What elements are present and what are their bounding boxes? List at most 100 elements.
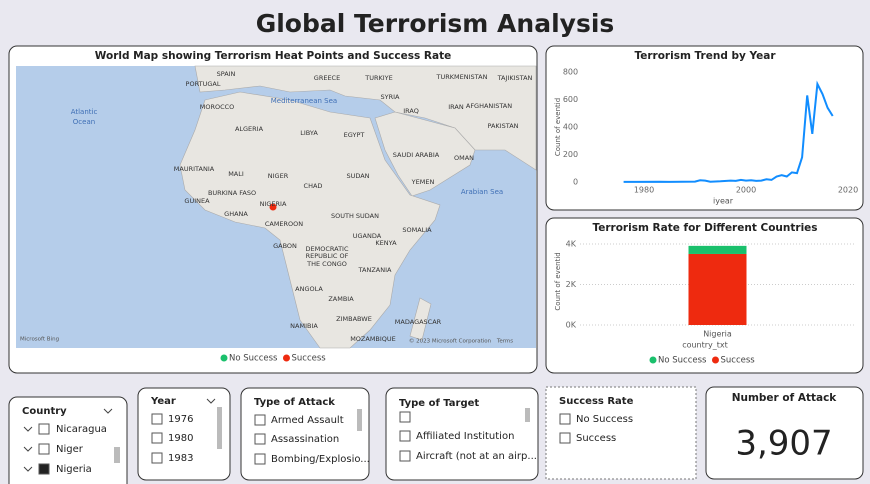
expand-chevron[interactable]: [23, 426, 33, 432]
map-label: KENYA: [375, 239, 397, 247]
slicer-title: Year: [150, 396, 176, 407]
map-label: GUINEA: [184, 197, 210, 205]
slicer-item[interactable]: Armed Assault: [271, 415, 344, 426]
checkbox[interactable]: [559, 413, 571, 425]
scrollbar: [525, 408, 530, 422]
map-label: ZAMBIA: [328, 295, 354, 303]
map[interactable]: [16, 65, 537, 349]
x-tick-label: 2020: [838, 186, 858, 195]
map-title: World Map showing Terrorism Heat Points …: [95, 50, 451, 62]
map-label: BURKINA FASO: [208, 189, 256, 197]
y-tick-label: 4K: [566, 239, 577, 248]
map-label: GHANA: [224, 210, 248, 218]
map-land: [194, 65, 537, 171]
map-label: MOZAMBIQUE: [350, 335, 396, 343]
map-label: IRAQ: [403, 107, 419, 115]
card-value: 3,907: [735, 424, 832, 464]
map-label: MADAGASCAR: [395, 318, 442, 326]
y-tick-label: 2K: [566, 280, 577, 289]
slicer-item[interactable]: 1980: [168, 433, 193, 444]
map-label: EGYPT: [344, 131, 365, 139]
slicer-panel: [385, 387, 539, 481]
slicer-panel: [8, 396, 128, 484]
slicer-item[interactable]: No Success: [576, 414, 633, 425]
map-label: SUDAN: [346, 172, 369, 180]
map-label: CAMEROON: [265, 220, 303, 228]
checkbox[interactable]: [38, 423, 50, 435]
y-tick-label: 600: [563, 95, 578, 104]
slicer-dropdown[interactable]: [103, 408, 113, 414]
slicer-title: Country: [22, 406, 67, 417]
x-tick-label: 2000: [736, 186, 756, 195]
slicer-item[interactable]: 1976: [168, 414, 193, 425]
map-label: ALGERIA: [235, 125, 264, 133]
map-label: YEMEN: [411, 178, 435, 186]
map-point[interactable]: [269, 203, 277, 211]
checkbox[interactable]: [151, 413, 163, 425]
checkbox[interactable]: [254, 453, 266, 465]
slicer-item[interactable]: 1983: [168, 453, 193, 464]
map-label: MALI: [228, 170, 244, 178]
map-label: ZIMBABWE: [336, 315, 372, 323]
y-tick-label: 0K: [566, 321, 577, 330]
slicer-item[interactable]: Aircraft (not at an airp...: [416, 451, 537, 462]
legend-label: Success: [291, 354, 326, 364]
checkbox[interactable]: [399, 411, 411, 423]
chart-title: Terrorism Rate for Different Countries: [592, 222, 817, 234]
expand-chevron[interactable]: [23, 446, 33, 452]
map-label: TURKIYE: [364, 74, 393, 82]
map-label: ANGOLA: [295, 285, 323, 293]
slicer-item[interactable]: Nicaragua: [56, 424, 107, 435]
map-label: AFGHANISTAN: [466, 102, 512, 110]
y-tick-label: 400: [563, 123, 578, 132]
card-title: Number of Attack: [732, 392, 838, 404]
checkbox[interactable]: [399, 450, 411, 462]
legend-label: No Success: [658, 356, 707, 366]
bar-segment: [688, 253, 747, 325]
map-label: GABON: [273, 242, 297, 250]
map-label: NIGER: [268, 172, 289, 180]
checkbox[interactable]: [399, 430, 411, 442]
expand-chevron[interactable]: [23, 466, 33, 472]
page-title: Global Terrorism Analysis: [256, 9, 615, 38]
slicer-item[interactable]: Affiliated Institution: [416, 431, 514, 442]
checkbox[interactable]: [559, 432, 571, 444]
y-tick-label: 800: [563, 68, 578, 77]
map-attribution: Microsoft Bing: [20, 337, 59, 343]
checkbox[interactable]: [38, 463, 50, 475]
slicer-title: Type of Target: [399, 398, 479, 409]
map-label: Atlantic: [71, 108, 98, 116]
slicer-item[interactable]: Nigeria: [56, 464, 92, 475]
legend-marker: [649, 356, 657, 364]
slicer-dropdown[interactable]: [206, 398, 216, 404]
map-label: IRAN: [448, 103, 464, 111]
scrollbar: [114, 447, 120, 463]
slicer-item[interactable]: Success: [576, 433, 616, 444]
map-label: MAURITANIA: [174, 165, 215, 173]
map-label: LIBYA: [300, 129, 318, 137]
checkbox[interactable]: [254, 433, 266, 445]
y-tick-label: 0: [573, 178, 578, 187]
map-label: PORTUGAL: [186, 80, 221, 88]
slicer-title: Success Rate: [559, 396, 634, 407]
checkbox[interactable]: [254, 414, 266, 426]
map-attribution: Terms: [496, 339, 513, 345]
map-land: [374, 111, 476, 197]
map-label: CHAD: [304, 182, 323, 190]
slicer-item[interactable]: Niger: [56, 444, 84, 455]
map-label: Mediterranean Sea: [271, 97, 337, 105]
checkbox[interactable]: [151, 432, 163, 444]
legend-marker: [711, 356, 719, 364]
slicer-item[interactable]: Bombing/Explosio...: [271, 454, 370, 465]
slicer-panel: [545, 386, 697, 480]
slicer-item[interactable]: Assassination: [271, 434, 339, 445]
x-tick-label: 1980: [634, 186, 654, 195]
scrollbar: [357, 409, 362, 431]
checkbox[interactable]: [151, 452, 163, 464]
legend-label: Success: [720, 356, 755, 366]
map-label: TAJIKISTAN: [497, 74, 533, 82]
map-label: PAKISTAN: [487, 122, 518, 130]
checkbox[interactable]: [38, 443, 50, 455]
y-axis-label: Count of eventid: [554, 252, 562, 310]
